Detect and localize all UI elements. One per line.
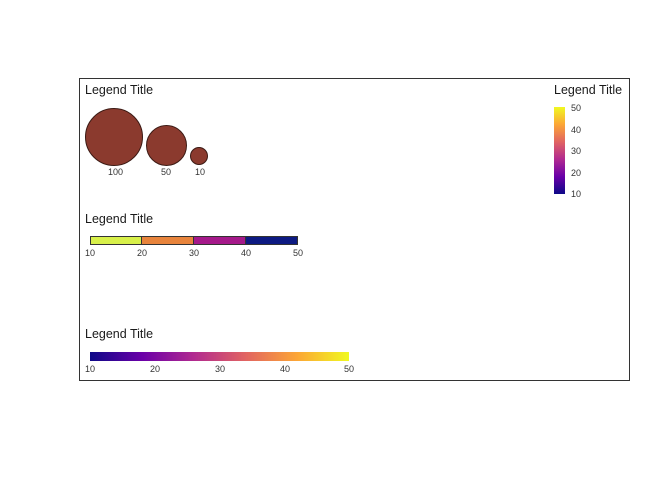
hbar-tick-40: 40: [280, 364, 291, 374]
vbar-tick-20: 20: [571, 168, 582, 178]
hbar-tick-10: 10: [85, 364, 96, 374]
vbar-tick-30: 30: [571, 146, 582, 156]
binned-legend-title: Legend Title: [85, 212, 154, 226]
size-label-50: 50: [161, 167, 172, 177]
hbar-tick-50: 50: [344, 364, 355, 374]
bin-tick-10: 10: [85, 248, 96, 258]
vbar-tick-10: 10: [571, 189, 582, 199]
bin-30-40: [194, 236, 246, 245]
bin-tick-50: 50: [293, 248, 304, 258]
bin-tick-30: 30: [189, 248, 200, 258]
binned-colorbar: [90, 236, 298, 245]
size-bubble-50: [146, 125, 187, 166]
size-label-100: 100: [108, 167, 124, 177]
bin-tick-20: 20: [137, 248, 148, 258]
vertical-colorbar-title: Legend Title: [554, 83, 623, 97]
hbar-tick-30: 30: [215, 364, 226, 374]
vertical-colorbar: [554, 107, 565, 194]
size-label-10: 10: [195, 167, 206, 177]
legend-panel: [79, 78, 630, 381]
bin-10-20: [90, 236, 142, 245]
bin-tick-40: 40: [241, 248, 252, 258]
size-bubble-100: [85, 108, 143, 166]
hbar-tick-20: 20: [150, 364, 161, 374]
size-bubble-10: [190, 147, 208, 165]
bin-20-30: [142, 236, 194, 245]
bin-40-50: [246, 236, 298, 245]
vbar-tick-40: 40: [571, 125, 582, 135]
vbar-tick-50: 50: [571, 103, 582, 113]
horizontal-colorbar: [90, 352, 349, 361]
horizontal-colorbar-title: Legend Title: [85, 327, 154, 341]
size-legend-title: Legend Title: [85, 83, 154, 97]
